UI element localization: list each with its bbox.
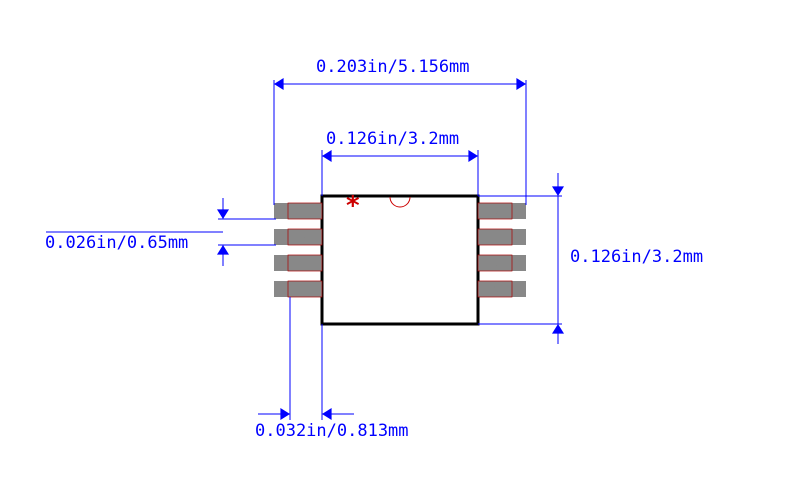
- pad: [274, 255, 322, 271]
- dimension-label-pitch: 0.026in/0.65mm: [45, 233, 188, 253]
- pin-number: 1: [301, 207, 306, 217]
- pad: [478, 281, 526, 297]
- pin-number: 4: [301, 285, 306, 295]
- pin-number: 8: [493, 207, 498, 217]
- notch-arc: [390, 197, 410, 207]
- pad: [274, 229, 322, 245]
- dimension-label-body_width: 0.126in/3.2mm: [326, 129, 459, 149]
- pin1-marker: *: [345, 191, 361, 221]
- pin-number: 6: [493, 259, 498, 269]
- pin-number: 7: [493, 233, 498, 243]
- pad: [274, 203, 322, 219]
- pin-number: 3: [301, 259, 306, 269]
- dimension-label-overall_width: 0.203in/5.156mm: [316, 57, 470, 77]
- pad: [274, 281, 322, 297]
- pad: [478, 229, 526, 245]
- dimension-label-body_height: 0.126in/3.2mm: [570, 247, 703, 267]
- pad: [478, 255, 526, 271]
- pin-number: 5: [493, 285, 498, 295]
- pin-number: 2: [301, 233, 306, 243]
- pad: [478, 203, 526, 219]
- dimension-label-pad_gap: 0.032in/0.813mm: [255, 421, 409, 441]
